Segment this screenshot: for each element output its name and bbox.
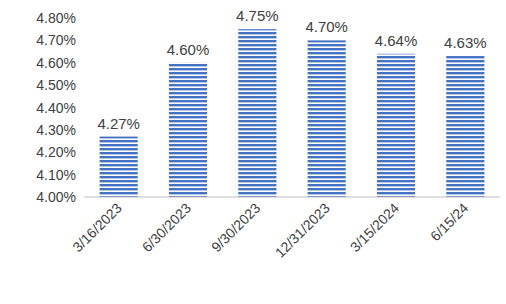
y-tick-label: 4.10%: [36, 167, 76, 183]
y-tick-label: 4.20%: [36, 144, 76, 160]
x-tick-label: 12/31/2023: [272, 200, 333, 261]
x-tick-label: 3/15/2024: [347, 200, 403, 256]
y-tick-label: 4.60%: [36, 55, 76, 71]
chart-container: 4.00% 4.10% 4.20% 4.30% 4.40% 4.50% 4.60% 4.70%…: [0, 0, 506, 304]
chart-svg: 4.00% 4.10% 4.20% 4.30% 4.40% 4.50% 4.60% 4.70%…: [0, 0, 506, 304]
bar: [169, 63, 207, 197]
y-tick-label: 4.00%: [36, 189, 76, 205]
bars: [100, 29, 485, 197]
bar: [377, 54, 415, 197]
y-tick-label: 4.50%: [36, 77, 76, 93]
bar: [238, 29, 276, 197]
y-tick-label: 4.40%: [36, 100, 76, 116]
x-tick-label: 6/30/2023: [139, 200, 195, 256]
x-tick-label: 6/15/24: [427, 200, 471, 244]
data-label: 4.75%: [236, 7, 279, 24]
y-tick-label: 4.30%: [36, 122, 76, 138]
bar: [308, 40, 346, 197]
bar: [100, 137, 138, 197]
data-label: 4.70%: [305, 18, 348, 35]
x-axis-line: [84, 197, 500, 198]
y-tick-label: 4.70%: [36, 32, 76, 48]
x-tick-label: 3/16/2023: [69, 200, 125, 256]
bar: [446, 56, 484, 197]
y-tick-label: 4.80%: [36, 10, 76, 26]
data-label: 4.60%: [167, 41, 210, 58]
data-label: 4.27%: [97, 115, 140, 132]
x-tick-label: 9/30/2023: [208, 200, 264, 256]
data-label: 4.63%: [444, 34, 487, 51]
data-label: 4.64%: [375, 32, 418, 49]
